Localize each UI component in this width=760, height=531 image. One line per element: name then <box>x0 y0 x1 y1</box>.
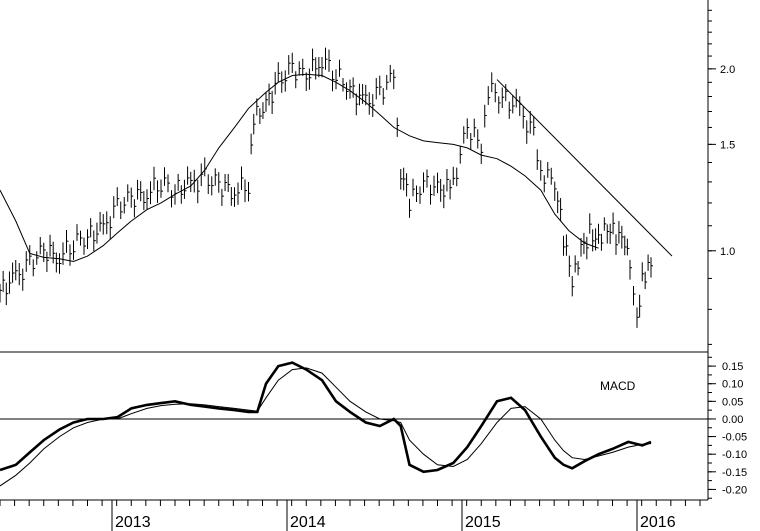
year-label-3: 2016 <box>640 514 676 531</box>
macd-tick-label-7: -0.20 <box>722 484 747 496</box>
year-label-2: 2015 <box>465 514 501 531</box>
macd-tick-label-3: 0.00 <box>722 414 743 426</box>
price-tick-label-1: 1.5 <box>720 139 735 151</box>
time-axis: 2013 2014 2015 2016 <box>0 500 701 531</box>
moving-average-line <box>0 73 599 263</box>
year-label-1: 2014 <box>290 514 326 531</box>
macd-axis: 0.15 0.10 0.05 0.00 -0.05 -0.10 -0.15 -0.20 <box>708 356 747 499</box>
macd-title: MACD <box>600 379 636 393</box>
macd-tick-label-5: -0.10 <box>722 449 747 461</box>
macd-line <box>0 361 652 474</box>
price-tick-label-0: 2.0 <box>720 64 735 76</box>
price-axis: 2.0 1.5 1.0 <box>708 9 735 345</box>
macd-signal-line <box>0 367 652 487</box>
macd-tick-label-4: -0.05 <box>722 432 747 444</box>
macd-tick-label-2: 0.05 <box>722 396 743 408</box>
price-tick-label-2: 1.0 <box>720 246 735 258</box>
macd-tick-label-1: 0.10 <box>722 379 743 391</box>
macd-tick-label-6: -0.15 <box>722 467 747 479</box>
trend-line <box>496 79 673 257</box>
macd-tick-label-0: 0.15 <box>722 361 743 373</box>
year-label-0: 2013 <box>115 514 151 531</box>
